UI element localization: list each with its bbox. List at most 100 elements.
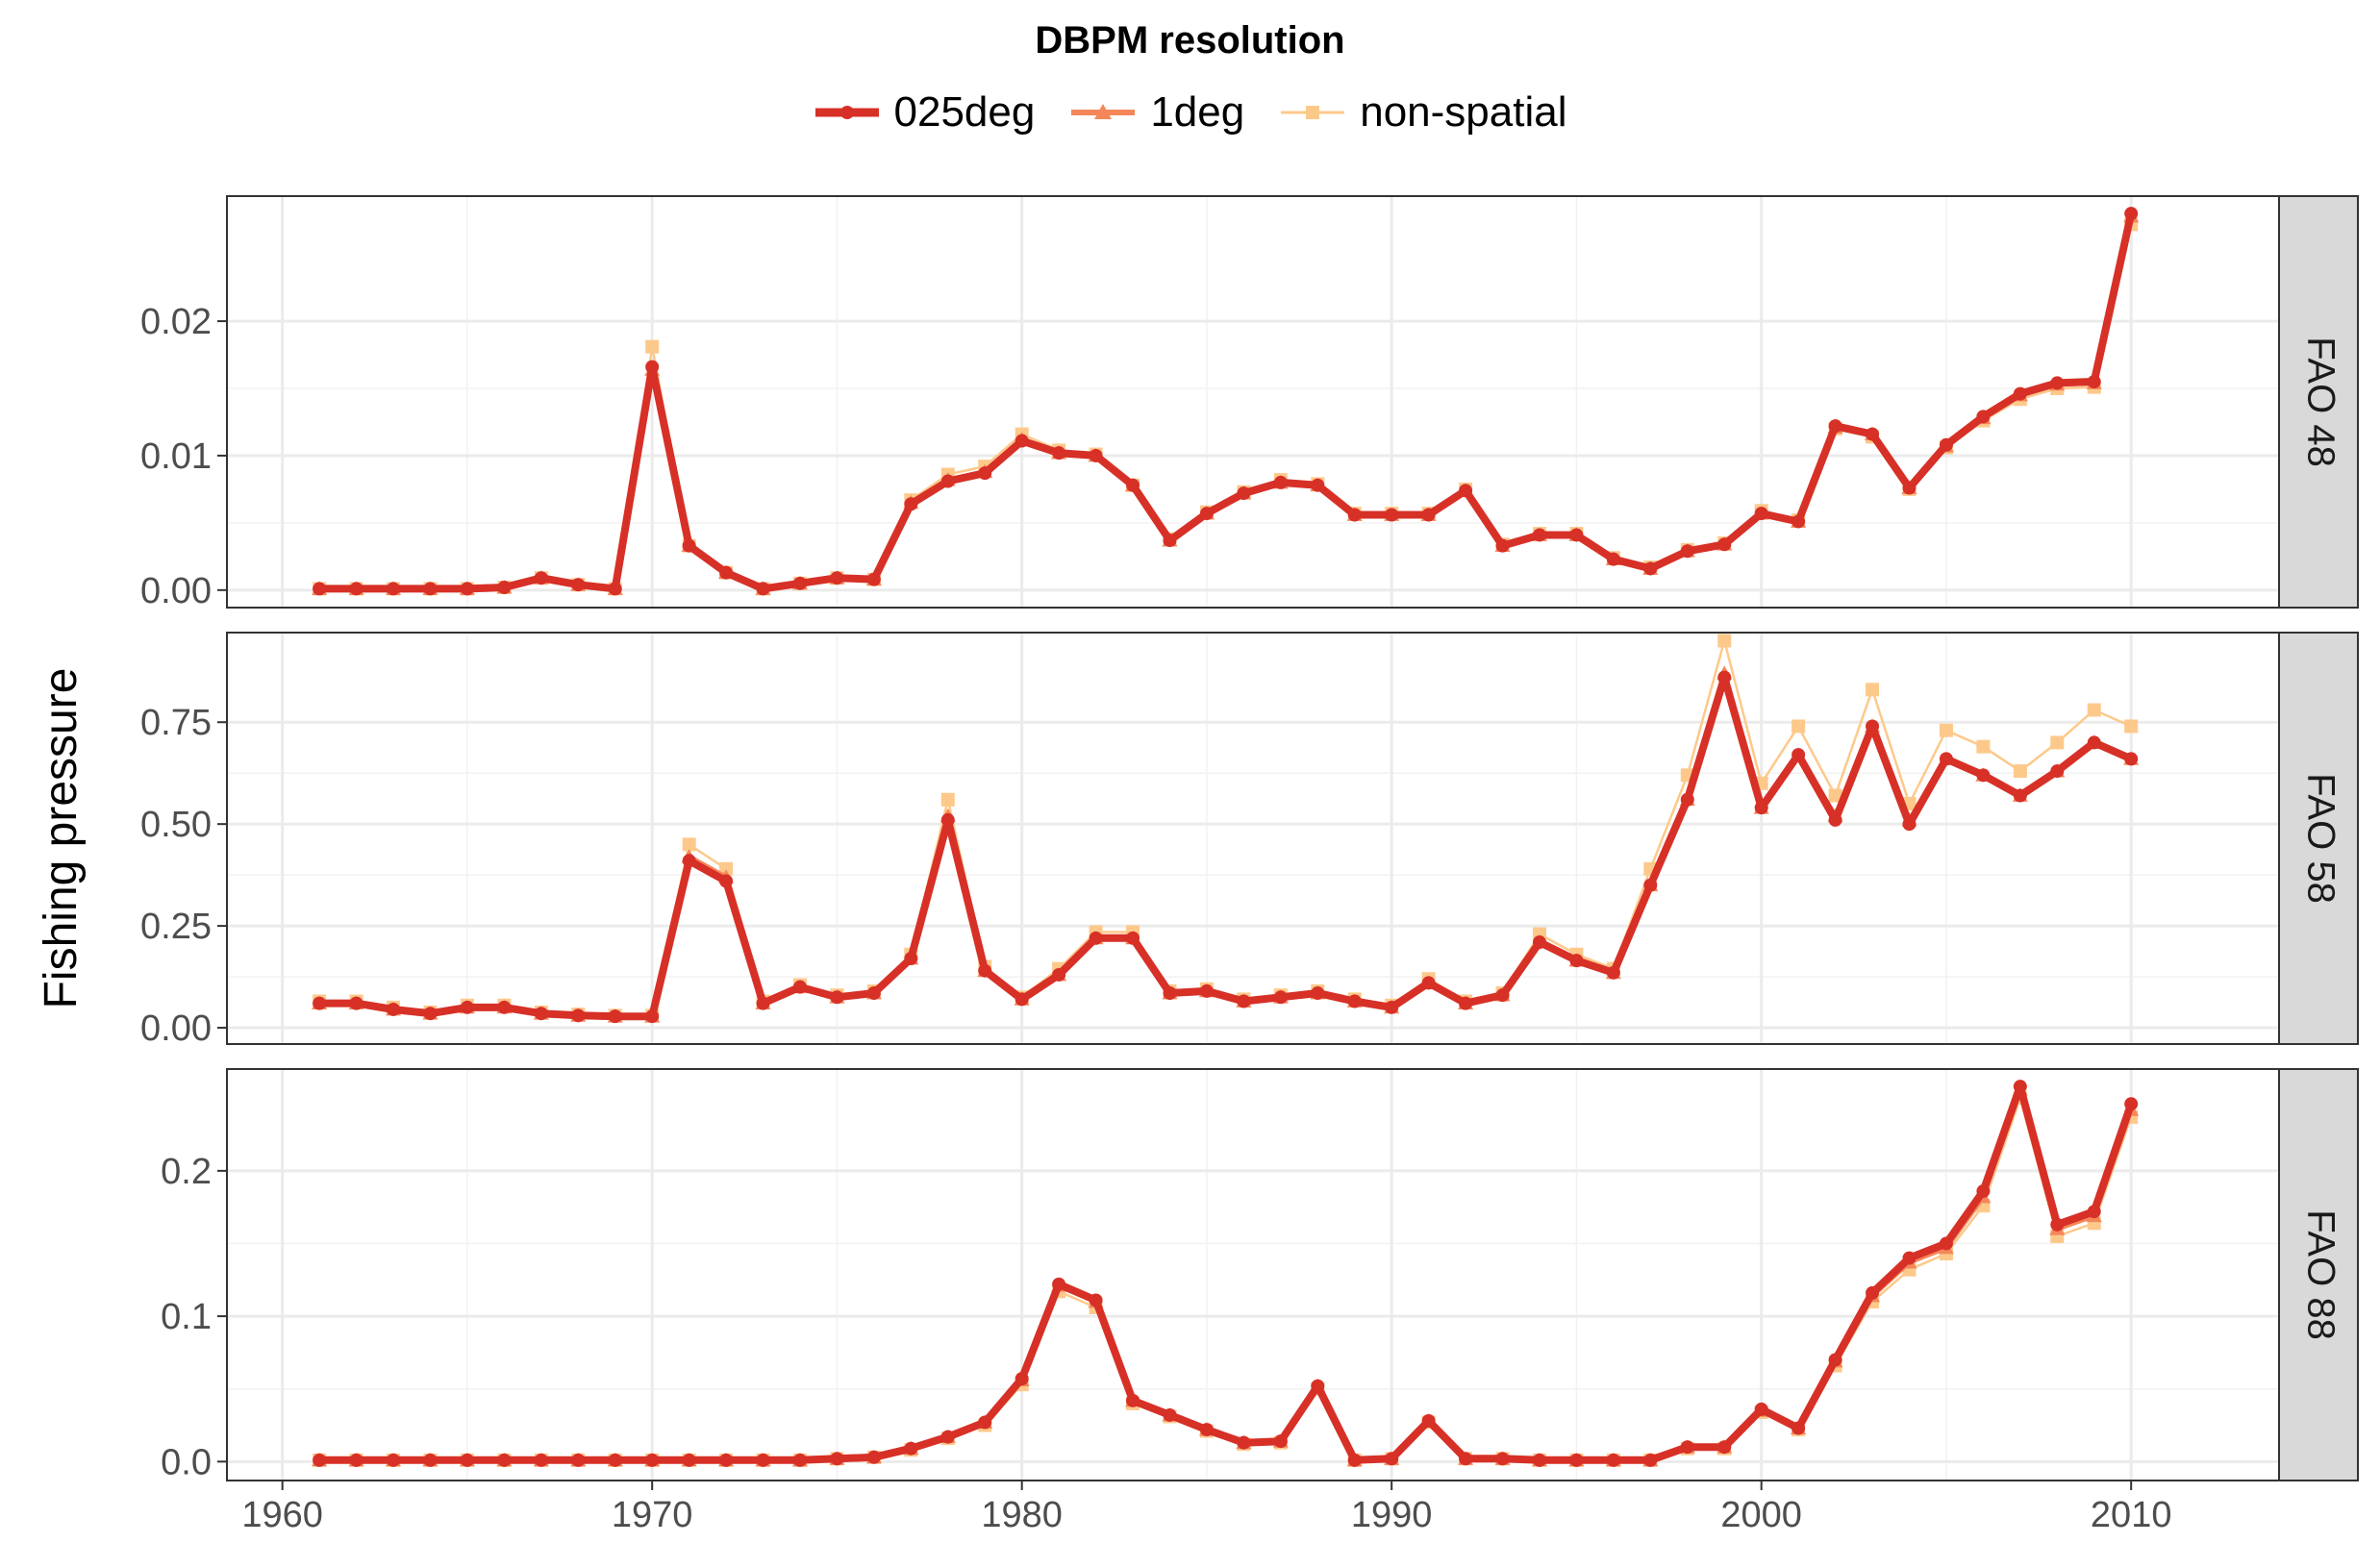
point-025deg — [1643, 561, 1658, 576]
x-tick-label: 1960 — [241, 1495, 323, 1535]
point-025deg — [1791, 1421, 1806, 1435]
point-025deg — [497, 1453, 512, 1467]
point-025deg — [1385, 1000, 1399, 1014]
point-025deg — [1385, 1452, 1399, 1466]
point-025deg — [682, 1453, 696, 1467]
x-tick-label: 2000 — [1720, 1495, 1802, 1535]
point-non-spatial — [1791, 719, 1806, 734]
point-025deg — [1347, 508, 1362, 522]
point-025deg — [1532, 935, 1546, 950]
point-025deg — [1939, 752, 1953, 766]
point-025deg — [1606, 965, 1620, 980]
y-tick-label: 0.2 — [161, 1152, 212, 1192]
legend-item-non-spatial: non-spatial — [1279, 88, 1566, 137]
point-025deg — [1680, 1440, 1694, 1455]
point-025deg — [1606, 552, 1620, 566]
point-non-spatial — [1866, 683, 1880, 697]
point-025deg — [387, 1453, 401, 1467]
point-non-spatial — [1939, 723, 1953, 737]
point-non-spatial — [682, 837, 696, 852]
point-025deg — [2013, 1080, 2027, 1094]
point-025deg — [1237, 994, 1251, 1008]
point-025deg — [349, 996, 363, 1010]
point-025deg — [571, 1008, 586, 1023]
point-025deg — [756, 582, 770, 596]
point-025deg — [1532, 1453, 1546, 1467]
point-025deg — [645, 1009, 660, 1024]
point-025deg — [1606, 1453, 1620, 1467]
point-025deg — [1717, 537, 1732, 552]
point-025deg — [1126, 931, 1140, 945]
point-025deg — [904, 497, 918, 511]
panel-background-fao-88 — [227, 1069, 2279, 1481]
point-025deg — [2087, 1205, 2101, 1219]
point-025deg — [1126, 478, 1140, 492]
point-025deg — [1311, 986, 1325, 1001]
point-025deg — [1052, 967, 1066, 982]
point-025deg — [682, 538, 696, 553]
y-tick-label: 0.1 — [161, 1297, 212, 1337]
point-025deg — [1459, 1452, 1473, 1466]
point-025deg — [1052, 446, 1066, 460]
point-025deg — [1828, 419, 1842, 434]
point-non-spatial — [1828, 788, 1842, 803]
point-025deg — [1163, 986, 1177, 1001]
facet-strip-fao-48 — [2278, 195, 2359, 609]
point-025deg — [1828, 812, 1842, 827]
point-025deg — [423, 1007, 438, 1021]
point-025deg — [1717, 670, 1732, 684]
point-025deg — [1311, 478, 1325, 492]
point-025deg — [534, 1453, 548, 1467]
point-non-spatial — [719, 861, 734, 876]
point-025deg — [2013, 788, 2027, 803]
point-non-spatial — [645, 339, 660, 354]
y-tick-label: 0.75 — [140, 703, 212, 743]
point-025deg — [1089, 931, 1103, 945]
point-025deg — [645, 360, 660, 374]
point-025deg — [1643, 878, 1658, 892]
point-025deg — [1273, 1434, 1288, 1449]
point-non-spatial — [1976, 739, 1991, 754]
y-tick-label: 0.00 — [140, 571, 212, 611]
point-025deg — [978, 466, 992, 481]
point-025deg — [1273, 475, 1288, 489]
point-025deg — [1976, 1184, 1991, 1199]
point-025deg — [1163, 1407, 1177, 1422]
point-025deg — [1199, 1423, 1214, 1437]
point-025deg — [682, 854, 696, 868]
y-tick-label: 0.02 — [140, 302, 212, 342]
legend-label-025deg: 025deg — [893, 88, 1036, 136]
point-025deg — [1569, 1453, 1584, 1467]
point-025deg — [1680, 544, 1694, 559]
y-tick-label: 0.0 — [161, 1442, 212, 1482]
point-non-spatial — [940, 792, 955, 807]
point-025deg — [423, 582, 438, 596]
point-025deg — [608, 1009, 622, 1024]
point-025deg — [1311, 1379, 1325, 1393]
point-025deg — [830, 990, 844, 1005]
point-025deg — [719, 565, 734, 580]
point-025deg — [1347, 994, 1362, 1008]
point-025deg — [1643, 1453, 1658, 1467]
point-025deg — [1754, 507, 1768, 521]
point-025deg — [866, 572, 881, 586]
y-tick-label: 0.00 — [140, 1008, 212, 1049]
point-025deg — [1015, 992, 1029, 1007]
point-025deg — [1089, 448, 1103, 462]
point-025deg — [1015, 1372, 1029, 1386]
point-025deg — [460, 1453, 474, 1467]
point-025deg — [830, 571, 844, 585]
point-025deg — [866, 1450, 881, 1464]
point-025deg — [1717, 1440, 1732, 1455]
point-025deg — [792, 1453, 807, 1467]
panel-background-fao-48 — [227, 196, 2279, 608]
point-025deg — [1976, 410, 1991, 424]
point-025deg — [571, 1453, 586, 1467]
point-025deg — [1902, 1251, 1917, 1265]
point-025deg — [2050, 376, 2065, 390]
point-non-spatial — [2013, 764, 2027, 779]
y-tick-label: 0.01 — [140, 436, 212, 477]
x-tick-label: 1980 — [981, 1495, 1063, 1535]
point-025deg — [608, 1453, 622, 1467]
